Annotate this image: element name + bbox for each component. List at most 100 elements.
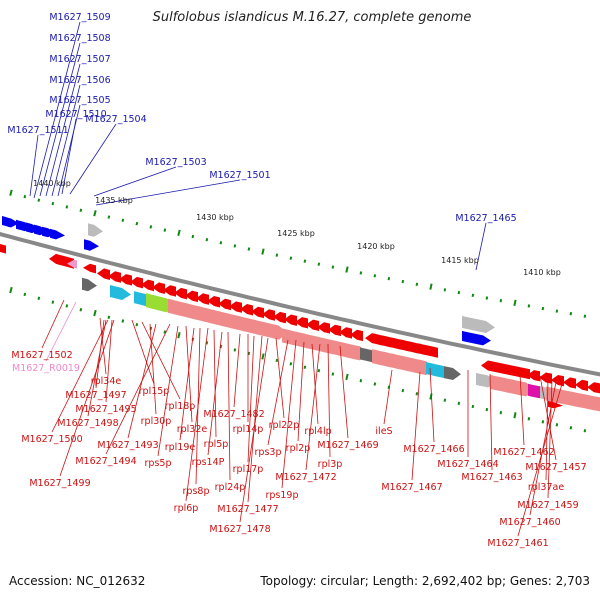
gene-label-bottom: M1627_1469 (317, 440, 378, 451)
forward-gene-arrow (462, 330, 491, 346)
tick-upper (401, 279, 405, 284)
gene-label-top: M1627_1508 (49, 33, 110, 44)
tick-lower (23, 292, 27, 297)
gene-label-bottom: rpl2p (286, 443, 311, 454)
reverse-gene-arrow (251, 306, 264, 319)
gene-label-bottom: M1627_1494 (75, 456, 136, 467)
gene-label-bottom: rpl22p (269, 420, 300, 431)
tick-upper (135, 221, 139, 226)
gene-label-top: M1627_1505 (49, 95, 110, 106)
gene-label-bottom: M1627_1497 (65, 390, 126, 401)
grey-block (88, 223, 103, 237)
leader-line (157, 325, 179, 457)
gene-label-bottom: rpl14p (233, 424, 264, 435)
gene-label-bottom: rps14P (192, 457, 225, 468)
gene-features (0, 216, 600, 412)
gene-label-bottom: M1627_R0019 (12, 363, 80, 374)
reverse-gene-arrow (240, 304, 253, 316)
gene-label-top: M1627_1501 (209, 170, 270, 181)
tick-upper (149, 225, 153, 229)
tick-lower (93, 309, 97, 317)
tick-upper (331, 265, 335, 269)
gene-label-bottom: M1627_1500 (21, 434, 82, 445)
reverse-gene-arrow (481, 360, 530, 380)
scale-label: 1415 kbp (441, 256, 479, 265)
leader-line (327, 343, 331, 458)
tick-upper (569, 312, 573, 316)
reverse-gene-arrow (551, 375, 564, 387)
reverse-gene-arrow (130, 276, 143, 289)
leader-line (207, 331, 223, 456)
tick-upper (373, 274, 377, 278)
gene-label-bottom: M1627_1467 (381, 482, 442, 493)
tick-lower (135, 323, 139, 327)
gene-label-bottom: ileS (375, 426, 392, 437)
reverse-gene-arrow (350, 329, 363, 342)
reverse-gene-arrow (185, 290, 198, 303)
leader-line (69, 123, 117, 195)
reverse-gene-arrow (539, 372, 552, 384)
tick-lower (457, 401, 461, 406)
gene-label-top: M1627_1510 (45, 109, 106, 120)
gene-label-bottom: M1627_1466 (403, 444, 464, 455)
leader-line (45, 301, 77, 362)
pseudogene-arrow (67, 259, 77, 269)
gene-label-bottom: rpl34e (91, 376, 122, 387)
gene-label-bottom: rpl30p (141, 416, 172, 427)
tick-upper (583, 314, 587, 318)
gene-labels: M1627_1509 M1627_1508 M1627_1507 M1627_1506… (7, 12, 586, 549)
gene-label-bottom: rpl32e (177, 424, 208, 435)
leader-line (41, 299, 65, 349)
tick-upper (359, 271, 363, 275)
gene-label-bottom: rps3p (255, 447, 282, 458)
gene-label-top: M1627_1504 (85, 114, 146, 125)
leader-line (247, 335, 263, 503)
tick-upper (429, 283, 433, 290)
gene-label-top: M1627_1511 (7, 125, 68, 136)
tick-lower (9, 286, 13, 294)
gene-label-bottom: M1627_1498 (57, 418, 118, 429)
backbone-line (0, 231, 600, 377)
reverse-gene-arrow (0, 244, 6, 254)
reverse-gene-arrow (174, 287, 187, 300)
gene-label-bottom: M1627_1495 (75, 404, 136, 415)
leader-line (51, 84, 81, 197)
tick-upper (9, 189, 13, 196)
gene-label-bottom: M1627_1460 (499, 517, 560, 528)
tick-upper (499, 299, 503, 303)
gene-label-bottom: M1627_1459 (517, 500, 578, 511)
reverse-gene-arrow (317, 322, 330, 334)
leader-line (105, 323, 171, 455)
leader-line (95, 179, 241, 206)
tick-upper (247, 247, 251, 251)
reverse-gene-arrow (295, 317, 308, 329)
tick-lower (233, 348, 237, 352)
leader-line (339, 345, 349, 439)
reverse-gene-arrow (152, 282, 165, 294)
cds-block (282, 328, 367, 361)
leader-line (141, 321, 181, 400)
tick-upper (275, 253, 279, 257)
leader-line (45, 63, 81, 197)
cds-block (168, 298, 287, 340)
gene-label-bottom: M1627_1462 (493, 447, 554, 458)
leader-line (29, 134, 39, 197)
gene-label-bottom: rpl17p (233, 464, 264, 475)
leader-line (185, 327, 209, 502)
gene-label-bottom: M1627_1461 (487, 538, 548, 549)
leader-line (383, 369, 393, 425)
tick-lower (275, 358, 279, 363)
scale-labels: 1440 kbp 1435 kbp 1430 kbp 1425 kbp 1420 kbp… (33, 179, 561, 277)
leader-line (51, 319, 109, 433)
gene-label-top: M1627_1509 (49, 12, 110, 23)
leader-line (33, 21, 81, 199)
reverse-gene-arrow (141, 279, 154, 292)
leader-line (227, 331, 231, 481)
tick-upper (261, 248, 265, 255)
reverse-gene-arrow (163, 285, 176, 297)
tick-lower (443, 398, 447, 402)
gene-label-bottom: rpl37ae (528, 482, 564, 493)
scale-label: 1425 kbp (277, 229, 315, 238)
tick-lower (37, 296, 41, 301)
